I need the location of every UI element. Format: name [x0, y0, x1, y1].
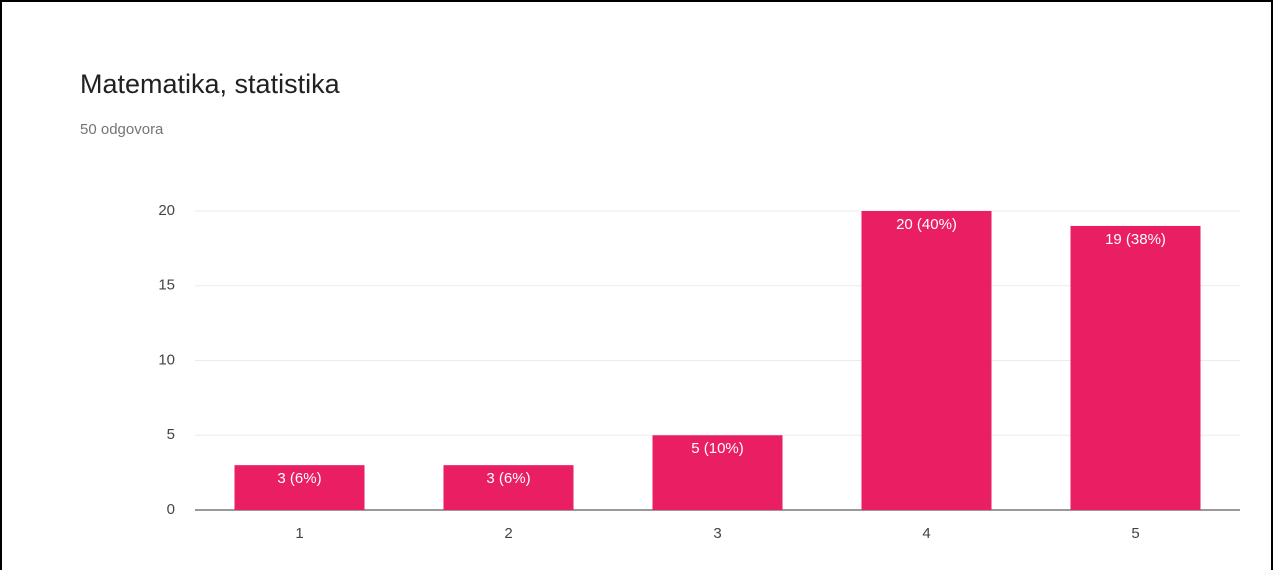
bar: [861, 211, 992, 510]
y-tick-label: 20: [158, 202, 175, 219]
chart-subtitle: 50 odgovora: [80, 121, 164, 138]
y-tick-label: 10: [158, 351, 175, 368]
data-label: 5 (10%): [691, 440, 744, 457]
x-tick-label: 1: [295, 525, 303, 542]
data-label: 19 (38%): [1105, 231, 1166, 248]
bar: [234, 465, 365, 510]
y-tick-label: 0: [167, 501, 175, 518]
x-tick-label: 4: [922, 525, 930, 542]
x-tick-label: 5: [1131, 525, 1139, 542]
y-tick-label: 5: [167, 426, 175, 443]
bar: [443, 465, 574, 510]
bar: [1070, 225, 1201, 510]
x-tick-label: 2: [504, 525, 512, 542]
bar: [652, 435, 783, 510]
x-tick-label: 3: [713, 525, 721, 542]
data-label: 3 (6%): [277, 470, 321, 487]
chart-title: Matematika, statistika: [80, 69, 341, 99]
y-tick-label: 15: [158, 277, 175, 294]
data-label: 20 (40%): [896, 216, 957, 233]
data-label: 3 (6%): [486, 470, 530, 487]
